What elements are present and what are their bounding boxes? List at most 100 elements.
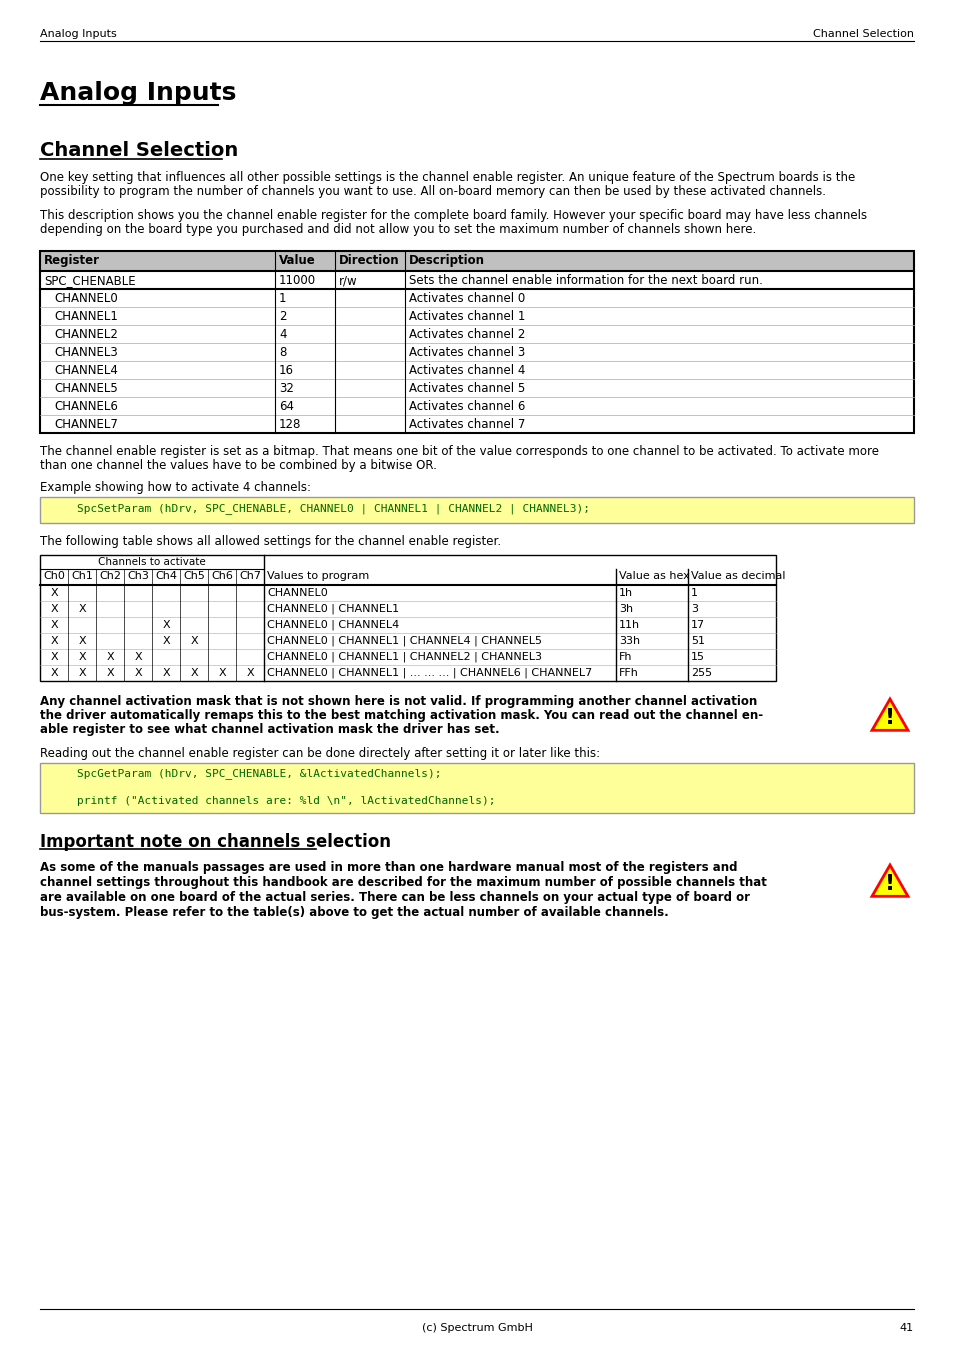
Text: One key setting that influences all other possible settings is the channel enabl: One key setting that influences all othe…	[40, 172, 854, 184]
Text: X: X	[162, 667, 170, 678]
Text: CHANNEL0 | CHANNEL1 | ... ... ... | CHANNEL6 | CHANNEL7: CHANNEL0 | CHANNEL1 | ... ... ... | CHAN…	[267, 667, 592, 678]
Text: CHANNEL0 | CHANNEL1: CHANNEL0 | CHANNEL1	[267, 604, 398, 615]
Text: Ch1: Ch1	[71, 571, 92, 581]
Text: possibility to program the number of channels you want to use. All on-board memo: possibility to program the number of cha…	[40, 185, 825, 199]
Text: X: X	[78, 604, 86, 613]
Text: the driver automatically remaps this to the best matching activation mask. You c: the driver automatically remaps this to …	[40, 709, 762, 721]
Text: 3h: 3h	[618, 604, 633, 613]
FancyBboxPatch shape	[40, 763, 913, 813]
Text: Fh: Fh	[618, 653, 632, 662]
Text: Ch7: Ch7	[239, 571, 261, 581]
Text: 32: 32	[278, 382, 294, 394]
Text: SpcSetParam (hDrv, SPC_CHENABLE, CHANNEL0 | CHANNEL1 | CHANNEL2 | CHANNEL3);: SpcSetParam (hDrv, SPC_CHENABLE, CHANNEL…	[50, 503, 589, 513]
Text: (c) Spectrum GmbH: (c) Spectrum GmbH	[421, 1323, 532, 1333]
Text: This description shows you the channel enable register for the complete board fa: This description shows you the channel e…	[40, 209, 866, 222]
Text: Ch6: Ch6	[211, 571, 233, 581]
Text: The channel enable register is set as a bitmap. That means one bit of the value : The channel enable register is set as a …	[40, 444, 878, 458]
Text: 11h: 11h	[618, 620, 639, 630]
Text: X: X	[134, 667, 142, 678]
Text: Ch0: Ch0	[43, 571, 65, 581]
Text: X: X	[78, 636, 86, 646]
Text: CHANNEL0: CHANNEL0	[54, 292, 117, 305]
Text: Activates channel 1: Activates channel 1	[409, 309, 525, 323]
Text: Activates channel 5: Activates channel 5	[409, 382, 525, 394]
Text: X: X	[51, 636, 58, 646]
Text: Activates channel 6: Activates channel 6	[409, 400, 525, 413]
Text: X: X	[51, 667, 58, 678]
Text: 4: 4	[278, 328, 286, 340]
Text: 3: 3	[690, 604, 698, 613]
Text: CHANNEL6: CHANNEL6	[54, 400, 118, 413]
Text: Direction: Direction	[338, 254, 399, 267]
Text: Example showing how to activate 4 channels:: Example showing how to activate 4 channe…	[40, 481, 311, 494]
Text: X: X	[51, 653, 58, 662]
Text: Sets the channel enable information for the next board run.: Sets the channel enable information for …	[409, 274, 762, 286]
Text: FFh: FFh	[618, 667, 639, 678]
Text: Channel Selection: Channel Selection	[40, 141, 238, 159]
Text: are available on one board of the actual series. There can be less channels on y: are available on one board of the actual…	[40, 892, 749, 904]
Text: 1h: 1h	[618, 588, 633, 598]
Polygon shape	[871, 865, 907, 896]
Text: Activates channel 0: Activates channel 0	[409, 292, 525, 305]
Text: CHANNEL2: CHANNEL2	[54, 328, 118, 340]
Text: X: X	[78, 667, 86, 678]
Text: CHANNEL0 | CHANNEL1 | CHANNEL2 | CHANNEL3: CHANNEL0 | CHANNEL1 | CHANNEL2 | CHANNEL…	[267, 653, 541, 662]
Text: Activates channel 3: Activates channel 3	[409, 346, 525, 359]
Text: 255: 255	[690, 667, 711, 678]
Text: printf ("Activated channels are: %ld \n", lActivatedChannels);: printf ("Activated channels are: %ld \n"…	[50, 796, 495, 807]
Text: Values to program: Values to program	[267, 571, 369, 581]
Text: 17: 17	[690, 620, 704, 630]
Text: Reading out the channel enable register can be done directely after setting it o: Reading out the channel enable register …	[40, 747, 599, 761]
Text: SpcGetParam (hDrv, SPC_CHENABLE, &lActivatedChannels);: SpcGetParam (hDrv, SPC_CHENABLE, &lActiv…	[50, 767, 441, 780]
Text: Value as decimal: Value as decimal	[690, 571, 784, 581]
Text: CHANNEL1: CHANNEL1	[54, 309, 118, 323]
Text: 51: 51	[690, 636, 704, 646]
FancyBboxPatch shape	[40, 251, 913, 272]
Text: Value: Value	[278, 254, 315, 267]
Text: X: X	[51, 588, 58, 598]
FancyBboxPatch shape	[40, 497, 913, 523]
Text: X: X	[246, 667, 253, 678]
Text: CHANNEL7: CHANNEL7	[54, 417, 118, 431]
Text: 15: 15	[690, 653, 704, 662]
Text: Description: Description	[409, 254, 484, 267]
Text: Ch2: Ch2	[99, 571, 121, 581]
Text: X: X	[106, 667, 113, 678]
Text: !: !	[884, 874, 894, 894]
Text: CHANNEL3: CHANNEL3	[54, 346, 117, 359]
Text: Ch5: Ch5	[183, 571, 205, 581]
Text: CHANNEL0 | CHANNEL1 | CHANNEL4 | CHANNEL5: CHANNEL0 | CHANNEL1 | CHANNEL4 | CHANNEL…	[267, 636, 541, 647]
Text: Channels to activate: Channels to activate	[98, 557, 206, 567]
Text: Analog Inputs: Analog Inputs	[40, 81, 236, 105]
Text: Register: Register	[44, 254, 100, 267]
Text: 33h: 33h	[618, 636, 639, 646]
Text: X: X	[190, 667, 197, 678]
Text: CHANNEL0: CHANNEL0	[267, 588, 328, 598]
Text: able register to see what channel activation mask the driver has set.: able register to see what channel activa…	[40, 723, 499, 736]
Text: Important note on channels selection: Important note on channels selection	[40, 834, 391, 851]
Text: X: X	[162, 620, 170, 630]
Text: 64: 64	[278, 400, 294, 413]
Text: 2: 2	[278, 309, 286, 323]
Text: The following table shows all allowed settings for the channel enable register.: The following table shows all allowed se…	[40, 535, 500, 549]
Text: X: X	[51, 620, 58, 630]
Text: bus-system. Please refer to the table(s) above to get the actual number of avail: bus-system. Please refer to the table(s)…	[40, 907, 668, 919]
Text: X: X	[106, 653, 113, 662]
Text: As some of the manuals passages are used in more than one hardware manual most o: As some of the manuals passages are used…	[40, 861, 737, 874]
Text: CHANNEL0 | CHANNEL4: CHANNEL0 | CHANNEL4	[267, 620, 399, 631]
Text: 41: 41	[899, 1323, 913, 1333]
Text: 16: 16	[278, 363, 294, 377]
Text: !: !	[884, 708, 894, 728]
Text: CHANNEL5: CHANNEL5	[54, 382, 117, 394]
Text: r/w: r/w	[338, 274, 357, 286]
Text: X: X	[190, 636, 197, 646]
Text: depending on the board type you purchased and did not allow you to set the maxim: depending on the board type you purchase…	[40, 223, 756, 236]
Text: X: X	[51, 604, 58, 613]
Text: Value as hex: Value as hex	[618, 571, 689, 581]
Text: X: X	[134, 653, 142, 662]
Text: 11000: 11000	[278, 274, 315, 286]
Polygon shape	[871, 698, 907, 731]
Text: X: X	[78, 653, 86, 662]
Text: 8: 8	[278, 346, 286, 359]
Text: X: X	[218, 667, 226, 678]
